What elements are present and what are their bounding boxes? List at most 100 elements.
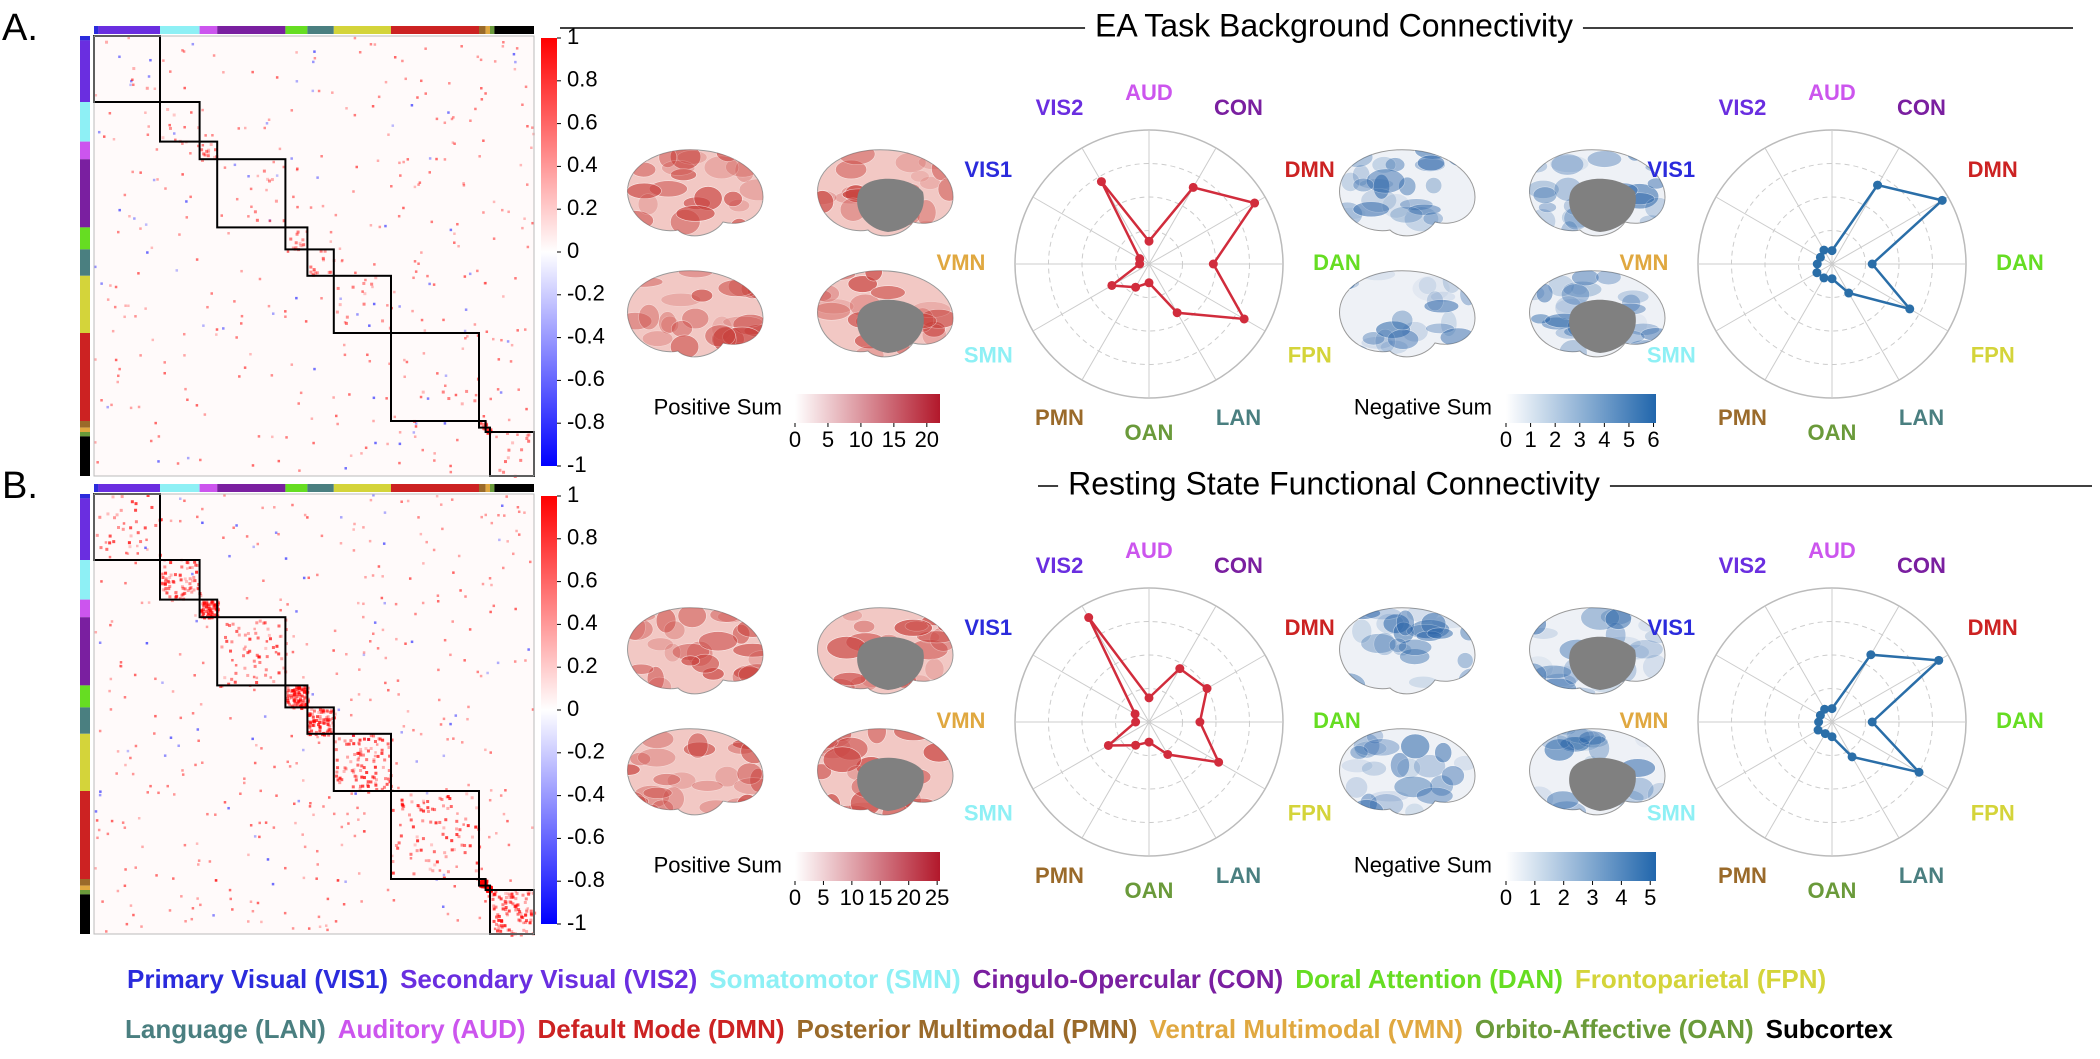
matrix-cell bbox=[523, 913, 527, 917]
radar-spoke bbox=[1148, 721, 1217, 839]
matrix-cell bbox=[527, 439, 531, 443]
radar-category-label: VMN bbox=[937, 708, 986, 733]
matrix-cell bbox=[481, 879, 485, 883]
matrix-cell bbox=[358, 668, 361, 671]
matrix-cell bbox=[318, 925, 322, 929]
brain-parcel bbox=[709, 607, 743, 623]
network-block bbox=[478, 878, 487, 887]
brain-parcel bbox=[832, 672, 867, 686]
colorbar bbox=[541, 38, 557, 466]
matrix-cell bbox=[488, 798, 492, 802]
matrix-cell bbox=[369, 43, 373, 46]
matrix-cell bbox=[201, 521, 204, 525]
brain-parcel bbox=[630, 161, 657, 178]
matrix-cell bbox=[318, 729, 322, 733]
matrix-cell bbox=[252, 659, 256, 663]
matrix-cell bbox=[496, 661, 500, 665]
matrix-cell bbox=[186, 561, 190, 565]
matrix-cell bbox=[265, 640, 269, 643]
matrix-cell bbox=[188, 582, 192, 586]
matrix-cell bbox=[141, 845, 144, 849]
matrix-cell bbox=[295, 168, 299, 172]
matrix-cell bbox=[264, 673, 268, 677]
matrix-cell bbox=[94, 93, 98, 97]
matrix-cell bbox=[209, 603, 213, 607]
matrix-cell bbox=[514, 890, 518, 893]
matrix-cell bbox=[463, 659, 466, 662]
matrix-cell bbox=[510, 343, 514, 347]
matrix-cell bbox=[206, 154, 210, 158]
matrix-cell bbox=[327, 733, 331, 737]
brain-parcel bbox=[1354, 740, 1388, 757]
matrix-cell bbox=[464, 595, 467, 598]
colorbar bbox=[1506, 394, 1656, 423]
network-bar-top bbox=[494, 26, 534, 34]
matrix-cell bbox=[237, 626, 241, 630]
matrix-cell bbox=[235, 197, 239, 201]
matrix-cell bbox=[428, 171, 432, 174]
network-bar-top bbox=[307, 26, 334, 34]
matrix-cell bbox=[376, 159, 380, 163]
matrix-cell bbox=[127, 541, 131, 545]
matrix-cell bbox=[215, 328, 219, 331]
matrix-cell bbox=[377, 95, 381, 99]
matrix-cell bbox=[163, 588, 167, 592]
matrix-cell bbox=[310, 417, 314, 420]
matrix-cell bbox=[301, 833, 304, 836]
matrix-cell bbox=[311, 715, 315, 719]
matrix-cell bbox=[482, 139, 485, 142]
matrix-cell bbox=[131, 170, 134, 174]
colorbar-tick-label: 3 bbox=[1586, 885, 1598, 910]
matrix-cell bbox=[359, 769, 363, 773]
colorbar-tick-label: -0.6 bbox=[567, 366, 605, 391]
radar-category-label: AUD bbox=[1808, 80, 1856, 105]
brain-parcel bbox=[642, 787, 673, 799]
matrix-cell bbox=[212, 607, 216, 611]
brain-parcel bbox=[1408, 675, 1438, 689]
matrix-cell bbox=[446, 912, 450, 916]
matrix-cell bbox=[288, 765, 292, 768]
matrix-cell bbox=[363, 292, 367, 296]
matrix-cell bbox=[302, 690, 306, 694]
matrix-cell bbox=[317, 915, 321, 919]
brain-parcel bbox=[627, 790, 647, 815]
radar-point bbox=[1873, 180, 1883, 190]
matrix-cell bbox=[338, 781, 342, 785]
brain-parcel bbox=[737, 349, 763, 357]
matrix-cell bbox=[362, 526, 365, 529]
matrix-cell bbox=[364, 278, 367, 282]
matrix-cell bbox=[515, 47, 519, 50]
matrix-cell bbox=[525, 919, 529, 923]
matrix-cell bbox=[525, 183, 529, 186]
matrix-cell bbox=[184, 920, 187, 923]
matrix-cell bbox=[494, 890, 498, 894]
matrix-cell bbox=[498, 538, 501, 542]
matrix-cell bbox=[289, 695, 293, 699]
matrix-cell bbox=[351, 285, 355, 289]
brain-parcel bbox=[1352, 164, 1371, 187]
matrix-cell bbox=[169, 736, 173, 739]
matrix-cell bbox=[421, 448, 425, 452]
matrix-cell bbox=[486, 889, 490, 893]
matrix-cell bbox=[239, 322, 243, 325]
brain-parcel bbox=[1456, 652, 1474, 669]
matrix-cell bbox=[243, 666, 247, 670]
matrix-cell bbox=[137, 272, 140, 275]
matrix-cell bbox=[318, 714, 322, 718]
matrix-cell bbox=[464, 308, 468, 311]
brain-parcel bbox=[1640, 327, 1665, 342]
matrix-cell bbox=[485, 886, 489, 890]
matrix-cell bbox=[303, 513, 307, 517]
brain-parcel bbox=[1429, 774, 1454, 797]
matrix-cell bbox=[350, 698, 353, 702]
matrix-cell bbox=[333, 712, 337, 716]
matrix-cell bbox=[374, 441, 377, 445]
matrix-cell bbox=[353, 113, 357, 117]
matrix-cell bbox=[419, 79, 423, 83]
matrix-cell bbox=[308, 720, 312, 724]
matrix-cell bbox=[422, 801, 426, 805]
matrix-cell bbox=[230, 677, 234, 681]
matrix-cell bbox=[372, 419, 375, 423]
matrix-cell bbox=[150, 246, 154, 250]
legend-entry: Posterior Multimodal (PMN) bbox=[797, 1014, 1138, 1044]
